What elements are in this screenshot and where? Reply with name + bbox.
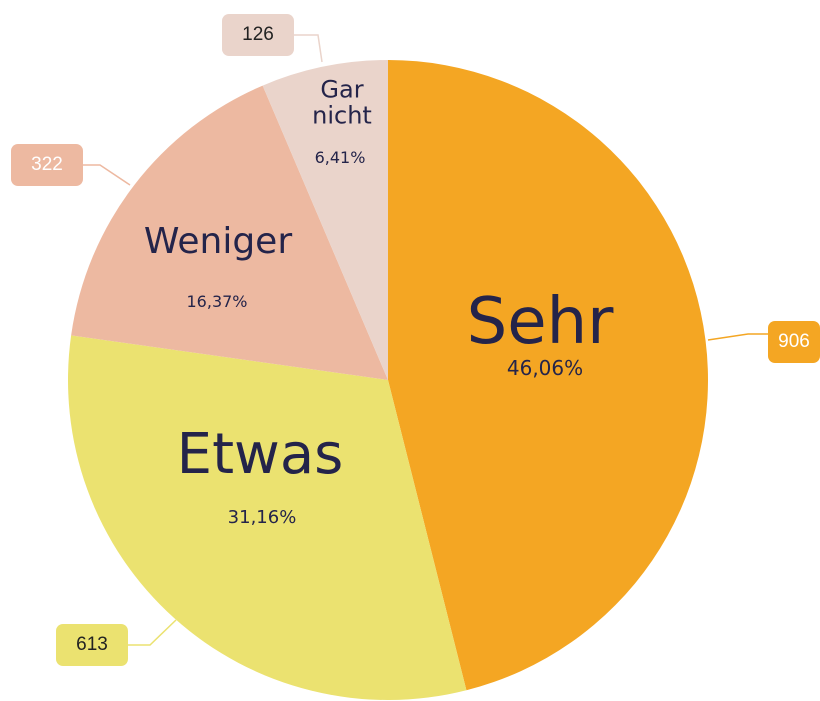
pie-slice <box>262 60 388 380</box>
pie-slice <box>67 335 467 701</box>
percent-label: 46,06% <box>506 356 584 380</box>
percent-label: 6,41% <box>314 148 366 168</box>
percent-label: 16,37% <box>186 292 248 312</box>
leader-line <box>128 619 177 646</box>
percent-label: 31,16% <box>227 507 297 529</box>
count-label: 126 <box>222 14 294 56</box>
leader-line <box>83 164 131 186</box>
count-label: 322 <box>11 144 83 186</box>
pie-slice <box>71 85 388 381</box>
slice-label: Etwas <box>176 422 344 488</box>
leader-line <box>294 34 323 63</box>
slice-label: Sehr <box>466 284 614 359</box>
leader-line <box>707 333 768 341</box>
count-label: 613 <box>56 624 128 666</box>
pie-slice <box>388 60 708 691</box>
slice-label: Gar nicht <box>312 75 372 130</box>
count-label: 906 <box>768 321 820 363</box>
slice-label: Weniger <box>143 221 293 263</box>
